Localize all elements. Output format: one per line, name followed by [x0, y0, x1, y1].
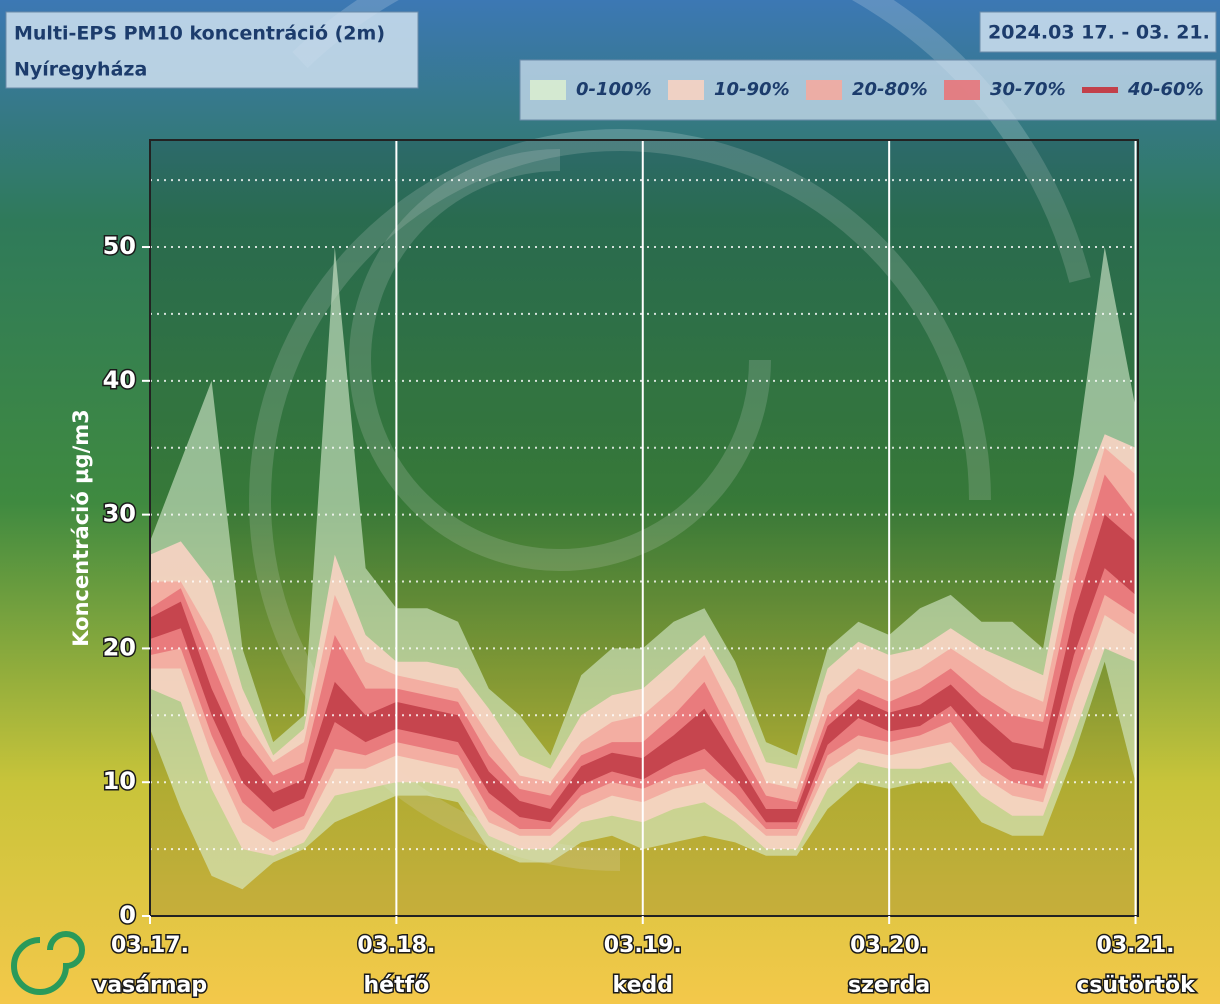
y-tick-label: 20 [103, 633, 136, 661]
legend-label: 0-100% [576, 79, 652, 100]
y-tick-label: 40 [103, 366, 136, 394]
legend-swatch [530, 80, 566, 100]
x-tick-label: 03.20. [850, 933, 928, 958]
x-tick-sublabel: kedd [613, 973, 673, 998]
y-tick-label: 50 [103, 232, 136, 260]
chart: Multi-EPS PM10 koncentráció (2m) Nyíregy… [0, 0, 1220, 1004]
y-tick-label: 0 [119, 901, 136, 929]
chart-subtitle: Nyíregyháza [14, 59, 147, 81]
legend-swatch [1082, 87, 1118, 93]
x-tick-sublabel: csütörtök [1076, 973, 1196, 998]
x-tick-label: 03.19. [604, 933, 682, 958]
x-tick-sublabel: hétfő [363, 973, 429, 998]
x-tick-sublabel: vasárnap [93, 973, 207, 998]
legend-swatch [944, 80, 980, 100]
legend-swatch [668, 80, 704, 100]
legend-label: 10-90% [714, 79, 790, 100]
y-tick-label: 30 [103, 500, 136, 528]
legend-swatch [806, 80, 842, 100]
x-tick-label: 03.17. [111, 933, 189, 958]
x-tick-sublabel: szerda [848, 973, 930, 998]
x-tick-label: 03.21. [1097, 933, 1175, 958]
legend-label: 30-70% [990, 79, 1066, 100]
legend-label: 40-60% [1127, 79, 1204, 100]
y-tick-label: 10 [103, 767, 136, 795]
x-tick-label: 03.18. [357, 933, 435, 958]
chart-title: Multi-EPS PM10 koncentráció (2m) [14, 23, 385, 45]
legend-label: 20-80% [852, 79, 928, 100]
date-range: 2024.03 17. - 03. 21. [988, 22, 1210, 44]
y-axis-label: Koncentráció µg/m3 [69, 409, 93, 647]
